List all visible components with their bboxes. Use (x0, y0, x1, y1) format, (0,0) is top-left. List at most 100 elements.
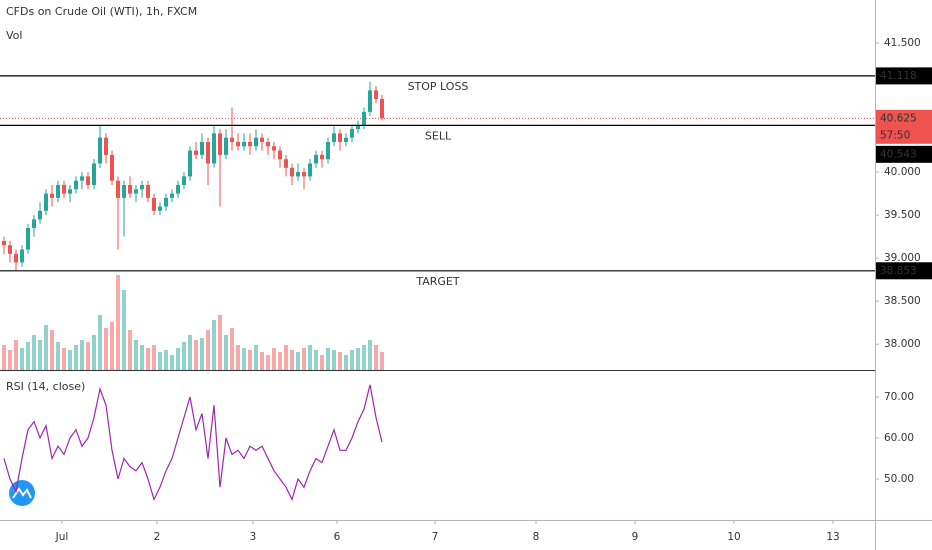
logo[interactable] (9, 480, 35, 506)
volume-bar (152, 345, 156, 370)
rsi-title: RSI (14, close) (6, 380, 85, 393)
x-tick-label: 9 (632, 531, 639, 543)
volume-bar (122, 290, 126, 370)
volume-bar (218, 315, 222, 370)
candle-body (164, 197, 168, 207)
volume-bar (20, 348, 24, 370)
candle-body (26, 228, 30, 250)
candle-body (290, 167, 294, 177)
chart-title: CFDs on Crude Oil (WTI), 1h, FXCM (6, 5, 197, 18)
volume-bar (14, 340, 18, 370)
volume-bar (116, 275, 120, 370)
candle-body (254, 137, 258, 147)
candle-body (116, 180, 120, 198)
volume-bar (8, 350, 12, 370)
candle-body (170, 193, 174, 198)
volume-bar (104, 328, 108, 370)
candle-body (110, 154, 114, 181)
x-tick-label: 3 (250, 531, 257, 543)
volume-bar (320, 355, 324, 370)
rsi-tick-label: 50.00 (884, 473, 914, 485)
x-tick-label: 7 (432, 531, 439, 543)
candle-body (50, 193, 54, 198)
volume-bar (188, 335, 192, 370)
candle-body (194, 150, 198, 155)
candle-body (188, 150, 192, 177)
volume-bar (374, 345, 378, 370)
candle-body (152, 197, 156, 211)
volume-title: Vol (6, 29, 22, 42)
candle-body (350, 129, 354, 138)
volume-bar (38, 340, 42, 370)
y-tick-label: 40.000 (884, 166, 921, 178)
price-tag-label: 41.118 (880, 70, 917, 82)
volume-bar (158, 352, 162, 370)
candle-body (68, 189, 72, 194)
volume-bar (146, 348, 150, 370)
candle-body (104, 137, 108, 155)
volume-bar (236, 345, 240, 370)
price-tag (876, 67, 932, 85)
y-tick-label: 39.000 (884, 252, 921, 264)
y-tick-label: 38.000 (884, 338, 921, 350)
candle-body (134, 189, 138, 194)
volume-bar (314, 350, 318, 370)
y-tick-label: 38.500 (884, 295, 921, 307)
candle-body (44, 193, 48, 211)
candle-body (224, 137, 228, 155)
price-tag (876, 145, 932, 163)
level-name: SELL (425, 129, 452, 142)
volume-bar (98, 315, 102, 370)
volume-bar (194, 340, 198, 370)
volume-bar (230, 328, 234, 370)
volume-bar (86, 342, 90, 370)
volume-bar (308, 345, 312, 370)
level-name: STOP LOSS (408, 80, 469, 93)
candle-body (230, 137, 234, 142)
candle-body (122, 185, 126, 198)
candle-body (326, 141, 330, 160)
candle-body (128, 185, 132, 194)
price-tag-label: 40.625 (880, 112, 917, 124)
volume-bar (182, 342, 186, 370)
volume-bar (338, 352, 342, 370)
volume-bar (242, 348, 246, 370)
candle-body (356, 124, 360, 130)
volume-bar (62, 348, 66, 370)
volume-bar (362, 345, 366, 370)
volume-bar (92, 335, 96, 370)
candle-body (284, 159, 288, 168)
volume-bar (206, 330, 210, 370)
volume-bar (344, 355, 348, 370)
candle-body (260, 137, 264, 142)
x-tick-label: Jul (55, 531, 69, 543)
candle-body (302, 172, 306, 177)
candle-body (92, 163, 96, 185)
rsi-tick-label: 60.00 (884, 432, 914, 444)
x-tick-label: 2 (154, 531, 161, 543)
candle-body (374, 90, 378, 99)
volume-bar (2, 345, 6, 370)
candle-body (38, 210, 42, 220)
volume-bar (266, 355, 270, 370)
x-tick-label: 6 (334, 531, 341, 543)
volume-bar (74, 345, 78, 370)
candle-body (62, 185, 66, 194)
candle-body (296, 172, 300, 177)
volume-bar (134, 340, 138, 370)
logo-icon[interactable] (12, 487, 32, 499)
candle-body (8, 245, 12, 254)
volume-bar (272, 348, 276, 370)
x-tick-label: 10 (727, 531, 740, 543)
candle-body (380, 98, 384, 119)
volume-bar (260, 352, 264, 370)
price-tag (876, 109, 932, 144)
price-tag-label: 57:50 (880, 129, 910, 141)
volume-bar (224, 335, 228, 370)
y-tick-label: 39.500 (884, 209, 921, 221)
candle-body (32, 219, 36, 229)
volume-bar (356, 348, 360, 370)
volume-bar (326, 348, 330, 370)
